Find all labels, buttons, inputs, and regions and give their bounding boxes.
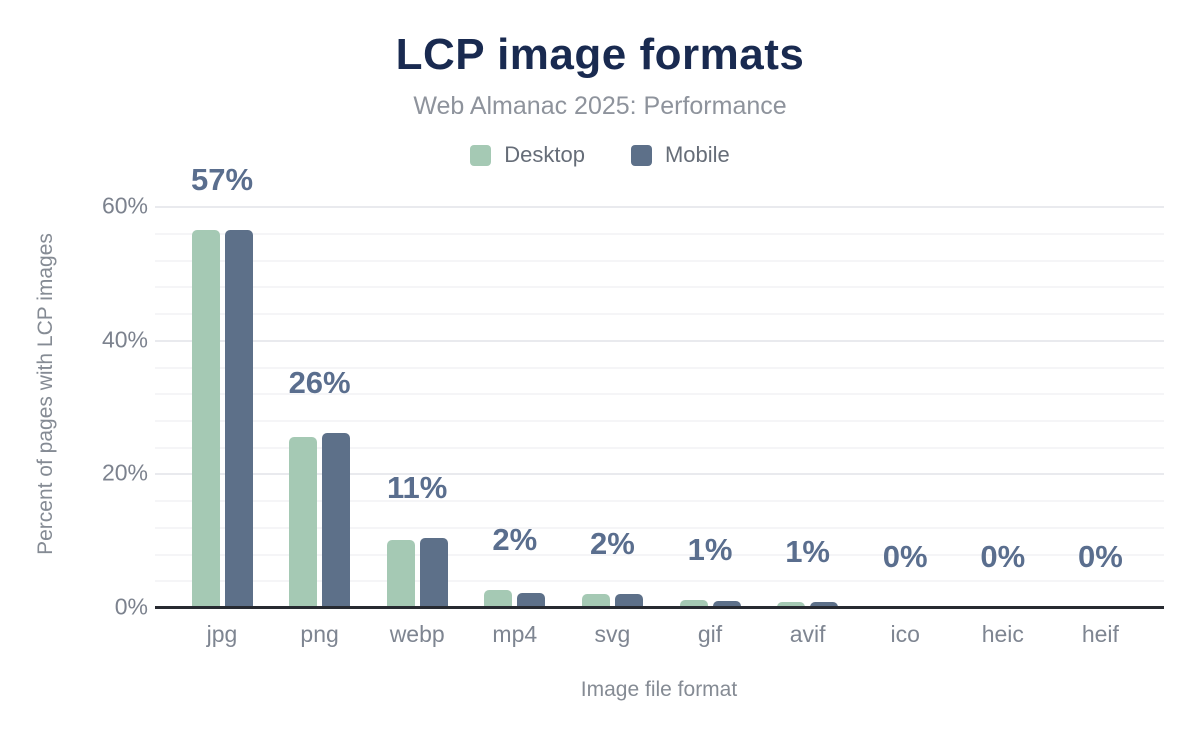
bar-mobile-png xyxy=(322,433,351,607)
gridline-major xyxy=(155,473,1164,476)
y-axis-tick-label: 40% xyxy=(101,326,148,353)
bar-mobile-webp xyxy=(419,537,448,607)
bar-value-label-heic: 0% xyxy=(980,539,1026,574)
bar-mobile-svg xyxy=(614,593,643,607)
gridline-minor xyxy=(155,232,1164,235)
x-axis-title: Image file format xyxy=(580,678,738,701)
gridline-minor xyxy=(155,553,1164,556)
bar-mobile-mp4 xyxy=(517,592,546,607)
gridline-minor xyxy=(155,580,1164,583)
x-axis-tick-label-avif: avif xyxy=(789,621,826,647)
bar-mobile-jpg xyxy=(224,229,253,607)
x-axis-tick-label-gif: gif xyxy=(697,621,723,647)
x-axis-tick-label-svg: svg xyxy=(594,621,631,647)
gridline-minor xyxy=(155,313,1164,316)
bar-value-label-avif: 1% xyxy=(785,534,830,570)
x-axis-tick-label-mp4: mp4 xyxy=(492,621,538,647)
x-axis-line xyxy=(155,606,1164,609)
bar-value-label-png: 26% xyxy=(288,365,351,401)
bar-value-label-ico: 0% xyxy=(882,539,928,574)
gridline-minor xyxy=(155,500,1164,503)
bar-value-label-svg: 2% xyxy=(589,525,635,561)
y-axis-tick-label: 60% xyxy=(101,192,148,219)
legend-item-mobile: Mobile xyxy=(630,142,730,168)
bar-desktop-mp4 xyxy=(484,589,513,607)
x-axis-tick-label-heic: heic xyxy=(981,621,1024,647)
gridline-minor xyxy=(155,393,1164,396)
bar-mobile-gif xyxy=(712,600,741,607)
bar-mobile-avif xyxy=(810,602,839,607)
x-axis-tick-label-webp: webp xyxy=(389,621,445,647)
legend-swatch-mobile xyxy=(630,144,652,166)
legend: Desktop Mobile xyxy=(0,142,1200,168)
chart-subtitle: Web Almanac 2025: Performance xyxy=(413,92,787,120)
gridline-minor xyxy=(155,446,1164,449)
bar-desktop-avif xyxy=(777,602,806,607)
bar-value-label-heif: 0% xyxy=(1077,539,1123,574)
gridline-minor xyxy=(155,366,1164,369)
x-axis-tick-label-heif: heif xyxy=(1081,621,1119,647)
y-axis-tick-label: 20% xyxy=(101,459,148,486)
gridline-minor xyxy=(155,419,1164,422)
bar-desktop-webp xyxy=(386,540,415,607)
bar-value-label-mp4: 2% xyxy=(492,521,538,557)
bar-value-label-gif: 1% xyxy=(687,532,733,568)
y-axis-title: Percent of pages with LCP images xyxy=(34,233,57,555)
gridline-minor xyxy=(155,259,1164,262)
gridline-minor xyxy=(155,526,1164,529)
bar-value-label-jpg: 57% xyxy=(190,161,254,197)
gridline-minor xyxy=(155,286,1164,289)
bar-desktop-png xyxy=(289,436,318,607)
bar-desktop-gif xyxy=(679,600,708,607)
x-axis-tick-label-png: png xyxy=(300,621,339,647)
legend-item-desktop: Desktop xyxy=(470,142,585,168)
legend-swatch-desktop xyxy=(470,144,492,166)
chart-title: LCP image formats xyxy=(395,30,805,79)
bar-desktop-jpg xyxy=(191,230,220,607)
legend-label-mobile: Mobile xyxy=(664,142,730,167)
legend-label-desktop: Desktop xyxy=(504,142,585,167)
x-axis-tick-label-ico: ico xyxy=(890,621,920,647)
x-axis-tick-label-jpg: jpg xyxy=(206,621,238,647)
gridline-major xyxy=(155,206,1164,209)
gridline-major xyxy=(155,339,1164,342)
bar-desktop-svg xyxy=(581,594,610,607)
y-axis-tick-label: 0% xyxy=(114,593,148,620)
bar-value-label-webp: 11% xyxy=(387,469,448,505)
